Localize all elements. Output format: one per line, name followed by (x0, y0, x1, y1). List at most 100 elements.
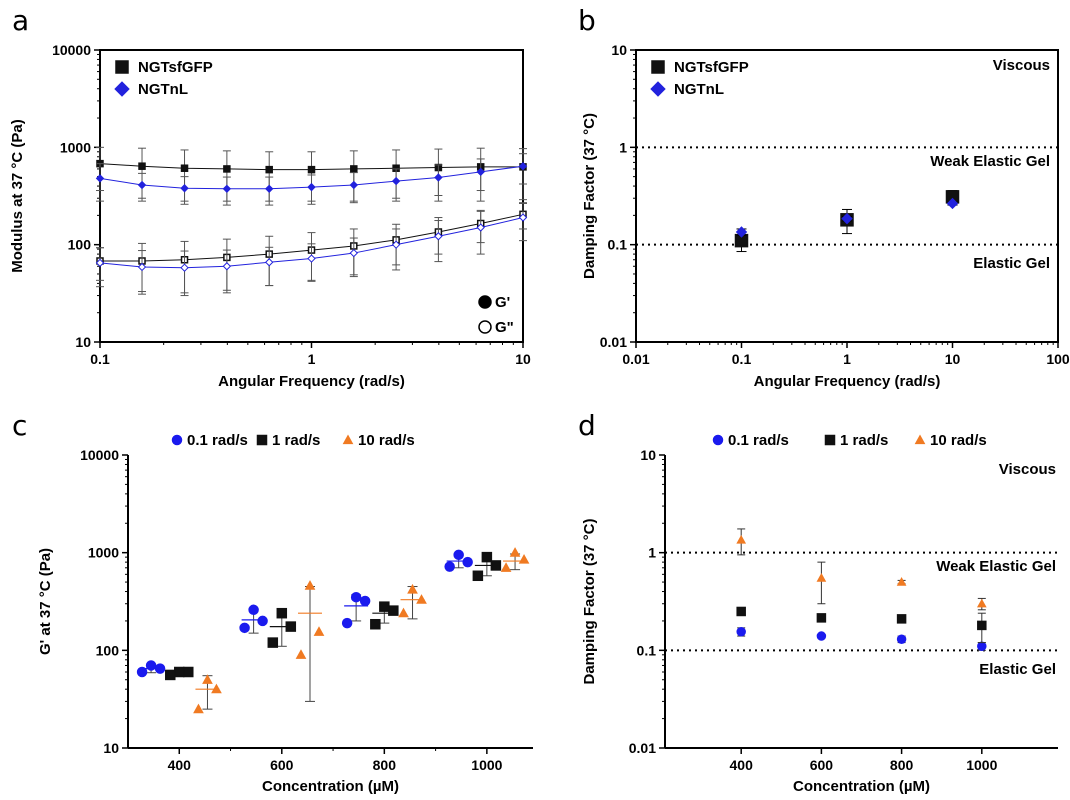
panel-b: b 0.01 0.1 1 10 0.01 0.1 1 10 100 Angular Frequenc… (578, 4, 1070, 390)
series-1-rad-s (736, 606, 987, 644)
legend-marker (651, 60, 665, 74)
y-axis-label: Damping Factor (37 °C) (581, 518, 598, 684)
legend-marker (115, 60, 129, 74)
data-point (977, 620, 987, 631)
data-point (202, 674, 213, 684)
panel-letter-c: c (12, 409, 27, 442)
x-axis-label: Angular Frequency (rad/s) (218, 373, 405, 390)
data-point (434, 232, 443, 241)
data-point (138, 162, 146, 170)
legend-label: G" (495, 319, 514, 336)
x-tick-label: 10 (945, 351, 961, 367)
error-bar (392, 228, 401, 271)
x-tick-label: 400 (730, 757, 754, 773)
x-tick-label: 600 (810, 757, 834, 773)
error-bar (96, 247, 104, 288)
legend-label: 10 rad/s (358, 432, 415, 449)
data-point (481, 551, 493, 563)
series-10-rad-s (193, 547, 530, 714)
data-point (267, 637, 279, 648)
legend-label: NGTsfGFP (674, 59, 749, 76)
series-1-rad-s (165, 551, 502, 681)
x-tick-label: 10 (515, 351, 531, 367)
legend-label: NGTnL (138, 81, 188, 98)
data-point (222, 184, 232, 194)
legend-label: NGTsfGFP (138, 59, 213, 76)
data-point (222, 262, 232, 271)
data-point (453, 549, 464, 561)
x-tick-label: 0.1 (90, 351, 110, 367)
data-point (896, 634, 907, 644)
series-NGTnL-storage (95, 153, 528, 206)
data-point (264, 184, 274, 194)
data-point (388, 605, 399, 616)
legend-label: 0.1 rad/s (728, 432, 789, 449)
data-point (304, 580, 316, 590)
data-point (444, 561, 455, 572)
annotation-viscous: Viscous (999, 461, 1056, 478)
panel-letter-a: a (12, 4, 29, 37)
error-bar (138, 250, 147, 295)
panel-letter-d: d (578, 409, 596, 442)
data-point (350, 591, 362, 603)
data-point (95, 174, 105, 183)
legend-marker (114, 81, 130, 97)
data-point (180, 184, 189, 193)
y-tick-label: 100 (96, 642, 120, 658)
error-bar (817, 561, 826, 605)
y-tick-label: 10000 (80, 447, 119, 463)
data-point (391, 240, 401, 249)
legend-label: 1 rad/s (272, 432, 320, 449)
data-point (896, 577, 907, 586)
series-0-1-rad-s (736, 626, 987, 652)
legend-label: 1 rad/s (840, 432, 888, 449)
x-tick-label: 1 (843, 351, 851, 367)
x-tick-label: 800 (373, 757, 397, 773)
annotation-weak-elastic-gel: Weak Elastic Gel (930, 153, 1050, 170)
error-bar (304, 586, 315, 702)
legend-label: NGTnL (674, 81, 724, 98)
data-point (154, 663, 166, 674)
x-tick-label: 800 (890, 757, 914, 773)
x-tick-label: 1 (308, 351, 316, 367)
annotation-elastic-gel: Elastic Gel (979, 661, 1056, 678)
data-point (307, 165, 316, 174)
data-point (976, 598, 987, 608)
data-point (476, 167, 485, 177)
data-point (518, 213, 528, 222)
data-point (391, 176, 401, 186)
data-point (490, 560, 502, 571)
error-bar (180, 250, 189, 297)
data-point (341, 617, 353, 629)
y-tick-label: 1 (619, 139, 627, 155)
x-axis-label: Concentration (µM) (262, 778, 399, 795)
data-point (379, 601, 390, 612)
legend-b: NGTsfGFP NGTnL (650, 59, 749, 98)
data-point (174, 666, 185, 678)
data-point (841, 212, 853, 225)
y-tick-label: 10000 (52, 42, 91, 58)
data-point (398, 607, 409, 618)
y-tick-label: 1000 (88, 545, 119, 561)
legend-marker (342, 434, 354, 445)
data-point (518, 554, 530, 564)
data-point (180, 263, 189, 272)
panel-d: d 0.01 0.1 1 10 400 600 800 1000 Concentration (µ… (578, 409, 1058, 795)
data-point (350, 165, 358, 173)
y-tick-label: 1000 (60, 139, 91, 155)
y-axis-label: Damping Factor (37 °C) (581, 113, 598, 279)
series-10-rad-s (736, 528, 987, 611)
data-point (977, 641, 987, 652)
legend-marker (478, 320, 492, 334)
data-point (359, 595, 371, 607)
legend-marker (650, 81, 666, 97)
legend-marker (824, 434, 836, 446)
data-point (165, 669, 176, 681)
series-NGTnL-loss (95, 202, 528, 297)
data-point (136, 666, 148, 678)
data-point (313, 626, 325, 636)
x-tick-label: 0.1 (732, 351, 752, 367)
data-point (95, 258, 105, 268)
y-axis-label: Modulus at 37 °C (Pa) (9, 119, 26, 273)
legend-marker (914, 434, 926, 445)
